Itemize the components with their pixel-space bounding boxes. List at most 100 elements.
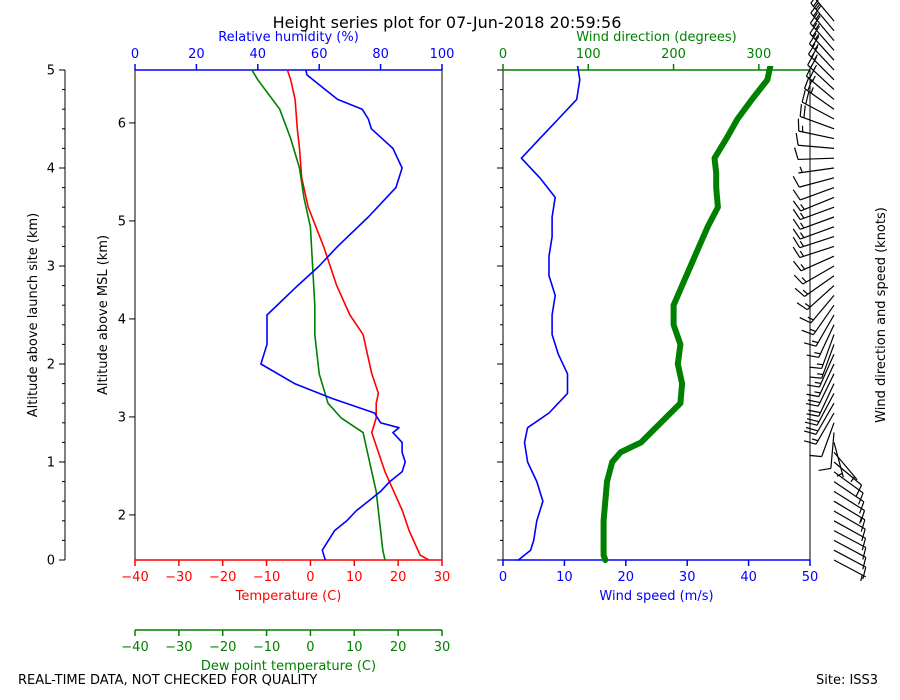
wind-panel: 0 10 20 30 40 50 Wind speed (m/s) 0 100 200 300 Win…: [497, 30, 889, 604]
wind-barb: [833, 500, 866, 532]
wind-speed-tick-label: 0: [499, 570, 507, 585]
wind-barb: [833, 559, 867, 582]
dewpoint-tick-label: 0: [306, 640, 314, 655]
launch-altitude-tick-label: 3: [47, 260, 55, 275]
wind-speed-tick-label: 20: [618, 570, 635, 585]
wind-barb: [799, 104, 835, 130]
wind-barb: [804, 393, 835, 426]
wind-speed-axis-label: Wind speed (m/s): [599, 589, 713, 604]
wind-direction-tick-label: 0: [499, 47, 507, 62]
wind-barb: [833, 549, 867, 580]
rh-tick-label: 100: [430, 47, 455, 62]
wind-direction-axis-label: Wind direction (degrees): [576, 30, 736, 45]
dewpoint-tick-label: −30: [165, 640, 192, 655]
launch-altitude-tick-label: 5: [47, 64, 55, 79]
rh-tick-label: 80: [372, 47, 389, 62]
msl-altitude-tick-label: 3: [118, 410, 126, 425]
temperature-tick-label: 10: [346, 570, 363, 585]
wind-direction-tick-label: 300: [746, 47, 771, 62]
dewpoint-tick-label: −20: [209, 640, 236, 655]
temperature-tick-label: 20: [390, 570, 407, 585]
wind-barb: [806, 324, 835, 359]
msl-altitude-axis-label: Altitude above MSL (km): [96, 235, 111, 395]
rh-axis-label: Relative humidity (%): [218, 30, 359, 45]
wind-barb: [792, 206, 835, 221]
wind-barb: [792, 176, 835, 188]
wind-speed-tick-label: 50: [802, 570, 819, 585]
msl-altitude-tick-label: 5: [118, 214, 126, 229]
temperature-line: [286, 70, 430, 560]
wind-barb: [793, 255, 835, 272]
launch-altitude-axis-label: Altitude above launch site (km): [26, 213, 41, 417]
dewpoint-line: [251, 70, 386, 560]
wind-barb: [792, 187, 835, 201]
wind-barb: [809, 12, 835, 51]
dewpoint-tick-label: −10: [253, 640, 280, 655]
wind-barb: [803, 314, 835, 347]
dewpoint-axis-label: Dew point temperature (C): [201, 659, 376, 674]
wind-barb: [806, 363, 835, 398]
wind-direction-tick-label: 100: [576, 47, 601, 62]
wind-speed-tick-label: 30: [679, 570, 696, 585]
dewpoint-tick-label: −40: [121, 640, 148, 655]
temperature-tick-label: −10: [253, 570, 280, 585]
wind-barb: [803, 402, 835, 435]
wind-barb: [810, 2, 835, 41]
wind-speed-tick-label: 40: [740, 570, 757, 585]
wind-barb: [808, 43, 835, 81]
temperature-axis-label: Temperature (C): [235, 589, 342, 604]
dewpoint-tick-label: 10: [346, 640, 363, 655]
launch-altitude-tick-label: 1: [47, 456, 55, 471]
wind-barb: [792, 216, 835, 230]
dewpoint-tick-label: 30: [434, 640, 451, 655]
rh-tick-label: 40: [250, 47, 267, 62]
wind-barb: [806, 383, 835, 417]
wind-barb: [815, 0, 835, 22]
rh-tick-label: 0: [131, 47, 139, 62]
wind-barb: [833, 510, 866, 542]
quality-disclaimer: REAL-TIME DATA, NOT CHECKED FOR QUALITY: [18, 673, 318, 688]
wind-barb: [809, 422, 835, 458]
dewpoint-tick-label: 20: [390, 640, 407, 655]
wind-frame: [502, 69, 811, 561]
wind-barb-axis-label: Wind direction and speed (knots): [874, 207, 889, 423]
temperature-tick-label: 30: [434, 570, 451, 585]
wind-barb: [833, 520, 867, 551]
chart-title: Height series plot for 07-Jun-2018 20:59…: [273, 13, 622, 32]
wind-barb: [792, 245, 835, 259]
wind-speed-line: [517, 66, 581, 561]
wind-barb: [809, 344, 835, 379]
wind-barb: [807, 353, 835, 388]
launch-altitude-tick-label: 2: [47, 358, 55, 373]
temperature-tick-label: −40: [121, 570, 148, 585]
wind-barb: [801, 89, 835, 120]
msl-altitude-tick-label: 4: [118, 312, 126, 327]
wind-barb: [833, 471, 864, 505]
wind-barb: [809, 22, 835, 61]
msl-altitude-tick-label: 6: [118, 116, 126, 131]
wind-barb-panel: [792, 0, 867, 582]
wind-barb: [833, 461, 863, 497]
wind-barb: [809, 334, 835, 370]
rh-tick-label: 60: [311, 47, 328, 62]
wind-barb: [818, 432, 835, 471]
wind-barb: [801, 304, 835, 336]
wind-barb: [805, 373, 835, 407]
wind-speed-tick-label: 10: [556, 570, 573, 585]
launch-altitude-tick-label: 4: [47, 162, 55, 177]
wind-barb: [833, 530, 867, 560]
wind-direction-line: [600, 66, 774, 563]
launch-altitude-tick-label: 0: [47, 554, 55, 569]
rh-tick-label: 20: [188, 47, 205, 62]
thermodynamic-panel: 0 1 2 3 4 5 Altitude above launch site (km) 2 3 4…: [26, 30, 455, 674]
wind-barb: [833, 442, 844, 478]
wind-barb: [792, 226, 835, 240]
wind-barb: [794, 147, 835, 161]
wind-barb: [796, 285, 835, 311]
thermo-frame: [134, 69, 443, 561]
wind-barb: [803, 76, 835, 110]
wind-barb: [793, 265, 835, 285]
temperature-tick-label: 0: [306, 570, 314, 585]
wind-barb: [803, 412, 835, 445]
